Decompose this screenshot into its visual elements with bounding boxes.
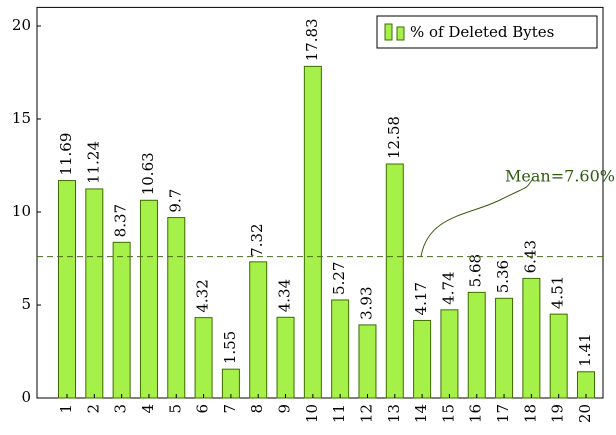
bar xyxy=(303,65,322,399)
y-tick-label: 0 xyxy=(21,388,31,406)
value-label: 12.58 xyxy=(385,116,403,159)
x-tick-label: 19 xyxy=(549,404,567,423)
x-tick-label: 20 xyxy=(576,404,594,423)
bar xyxy=(522,277,541,399)
value-label: 7.32 xyxy=(248,223,266,256)
bar xyxy=(358,324,377,399)
bar xyxy=(221,368,240,399)
bar xyxy=(58,180,76,399)
bar xyxy=(112,241,131,399)
bar xyxy=(549,313,568,399)
y-tick-label: 5 xyxy=(21,295,31,313)
legend-label: % of Deleted Bytes xyxy=(410,23,554,41)
bar xyxy=(331,299,350,399)
x-tick-label: 2 xyxy=(84,404,102,414)
legend-swatch xyxy=(384,23,393,41)
x-tick-label: 3 xyxy=(112,404,130,414)
bar xyxy=(467,291,486,399)
bar xyxy=(385,163,404,399)
value-label: 4.34 xyxy=(276,279,294,312)
x-tick-label: 14 xyxy=(412,404,430,423)
value-label: 5.68 xyxy=(467,254,485,287)
value-label: 1.41 xyxy=(576,333,594,366)
x-tick-label: 5 xyxy=(166,404,184,414)
value-label: 8.37 xyxy=(112,204,130,237)
legend: % of Deleted Bytes xyxy=(376,15,598,49)
value-label: 5.36 xyxy=(494,260,512,293)
value-label: 11.69 xyxy=(57,133,75,176)
value-label: 10.63 xyxy=(139,152,157,195)
y-tick-label: 10 xyxy=(12,202,31,220)
y-tick-label: 15 xyxy=(12,109,31,127)
x-tick-label: 7 xyxy=(221,404,239,414)
x-tick-label: 12 xyxy=(357,404,375,423)
bar xyxy=(139,199,158,399)
x-tick-label: 6 xyxy=(194,404,212,414)
value-label: 4.32 xyxy=(194,279,212,312)
bar xyxy=(413,319,432,399)
y-tick-label: 20 xyxy=(12,16,31,34)
value-label: 9.7 xyxy=(166,189,184,213)
legend-swatch xyxy=(396,26,405,41)
x-tick-label: 11 xyxy=(330,404,348,423)
x-tick-label: 4 xyxy=(139,404,157,414)
bar xyxy=(249,261,268,399)
bar xyxy=(167,217,186,399)
bar xyxy=(440,309,459,399)
x-tick-label: 15 xyxy=(439,404,457,423)
bar xyxy=(495,297,514,399)
bar xyxy=(194,317,213,399)
value-label: 3.93 xyxy=(357,286,375,319)
bar xyxy=(85,188,104,399)
value-label: 1.55 xyxy=(221,331,239,364)
x-tick-label: 9 xyxy=(276,404,294,414)
bar xyxy=(276,316,295,399)
value-label: 4.17 xyxy=(412,282,430,315)
x-tick-label: 8 xyxy=(248,404,266,414)
annotation-pointer xyxy=(420,179,533,257)
annotation: Mean=7.60% xyxy=(505,167,615,186)
x-tick-label: 18 xyxy=(521,404,539,423)
legend-box xyxy=(376,15,598,49)
x-tick-label: 16 xyxy=(467,404,485,423)
x-tick-label: 17 xyxy=(494,404,512,423)
value-label: 4.51 xyxy=(549,276,567,309)
value-label: 17.83 xyxy=(303,18,321,61)
x-tick-label: 10 xyxy=(303,404,321,423)
value-label: 11.24 xyxy=(84,141,102,184)
value-label: 5.27 xyxy=(330,262,348,295)
x-tick-label: 13 xyxy=(385,404,403,423)
value-label: 4.74 xyxy=(439,271,457,304)
x-tick-label: 1 xyxy=(57,404,75,414)
